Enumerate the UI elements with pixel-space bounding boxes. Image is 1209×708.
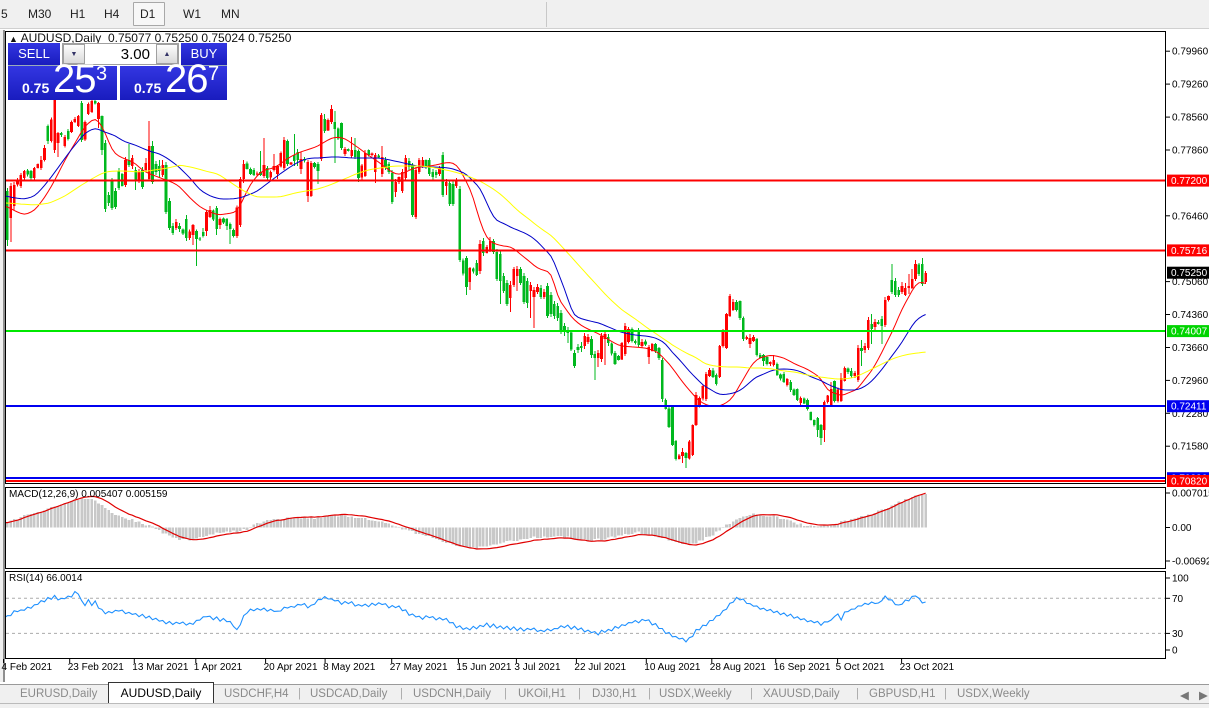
svg-text:0.71580: 0.71580 bbox=[1172, 442, 1209, 453]
svg-text:0.79260: 0.79260 bbox=[1172, 80, 1209, 91]
svg-text:10 Aug 2021: 10 Aug 2021 bbox=[644, 662, 701, 673]
svg-text:4 Feb 2021: 4 Feb 2021 bbox=[2, 662, 53, 673]
svg-text:20 Apr 2021: 20 Apr 2021 bbox=[264, 662, 318, 673]
svg-text:MACD(12,26,9) 0.005407 0.00515: MACD(12,26,9) 0.005407 0.005159 bbox=[9, 489, 168, 500]
svg-text:100: 100 bbox=[1172, 574, 1189, 585]
svg-text:13 Mar 2021: 13 Mar 2021 bbox=[132, 662, 189, 673]
svg-text:0.77200: 0.77200 bbox=[1171, 176, 1208, 187]
svg-text:16 Sep 2021: 16 Sep 2021 bbox=[774, 662, 831, 673]
svg-text:5 Oct 2021: 5 Oct 2021 bbox=[836, 662, 885, 673]
svg-text:0.75060: 0.75060 bbox=[1172, 277, 1209, 288]
svg-text:0.72411: 0.72411 bbox=[1171, 402, 1207, 413]
svg-text:RSI(14) 66.0014: RSI(14) 66.0014 bbox=[9, 573, 83, 584]
svg-text:70: 70 bbox=[1172, 594, 1184, 605]
svg-text:0.74007: 0.74007 bbox=[1171, 327, 1208, 338]
svg-text:0.70820: 0.70820 bbox=[1171, 477, 1208, 488]
svg-text:0.72280: 0.72280 bbox=[1172, 409, 1209, 420]
svg-text:23 Oct 2021: 23 Oct 2021 bbox=[900, 662, 955, 673]
svg-text:0.78560: 0.78560 bbox=[1172, 113, 1209, 124]
svg-text:0.77860: 0.77860 bbox=[1172, 146, 1209, 157]
svg-text:0.74360: 0.74360 bbox=[1172, 310, 1209, 321]
svg-text:30: 30 bbox=[1172, 629, 1184, 640]
svg-text:3 Jul 2021: 3 Jul 2021 bbox=[514, 662, 561, 673]
svg-text:0.76460: 0.76460 bbox=[1172, 211, 1209, 222]
svg-text:0.75716: 0.75716 bbox=[1171, 246, 1208, 257]
svg-text:23 Feb 2021: 23 Feb 2021 bbox=[68, 662, 125, 673]
svg-text:0.72960: 0.72960 bbox=[1172, 376, 1209, 387]
svg-text:0.79960: 0.79960 bbox=[1172, 47, 1209, 58]
svg-text:15 Jun 2021: 15 Jun 2021 bbox=[456, 662, 511, 673]
svg-text:8 May 2021: 8 May 2021 bbox=[323, 662, 376, 673]
svg-text:28 Aug 2021: 28 Aug 2021 bbox=[710, 662, 767, 673]
svg-text:0.73660: 0.73660 bbox=[1172, 343, 1209, 354]
svg-text:0.00: 0.00 bbox=[1172, 523, 1192, 534]
svg-text:22 Jul 2021: 22 Jul 2021 bbox=[574, 662, 626, 673]
svg-text:1 Apr 2021: 1 Apr 2021 bbox=[194, 662, 243, 673]
svg-text:0.75250: 0.75250 bbox=[1171, 268, 1208, 279]
svg-text:0.007015: 0.007015 bbox=[1172, 489, 1209, 500]
svg-text:-0.006923: -0.006923 bbox=[1172, 557, 1209, 568]
svg-text:0: 0 bbox=[1172, 646, 1178, 657]
svg-text:27 May 2021: 27 May 2021 bbox=[390, 662, 448, 673]
